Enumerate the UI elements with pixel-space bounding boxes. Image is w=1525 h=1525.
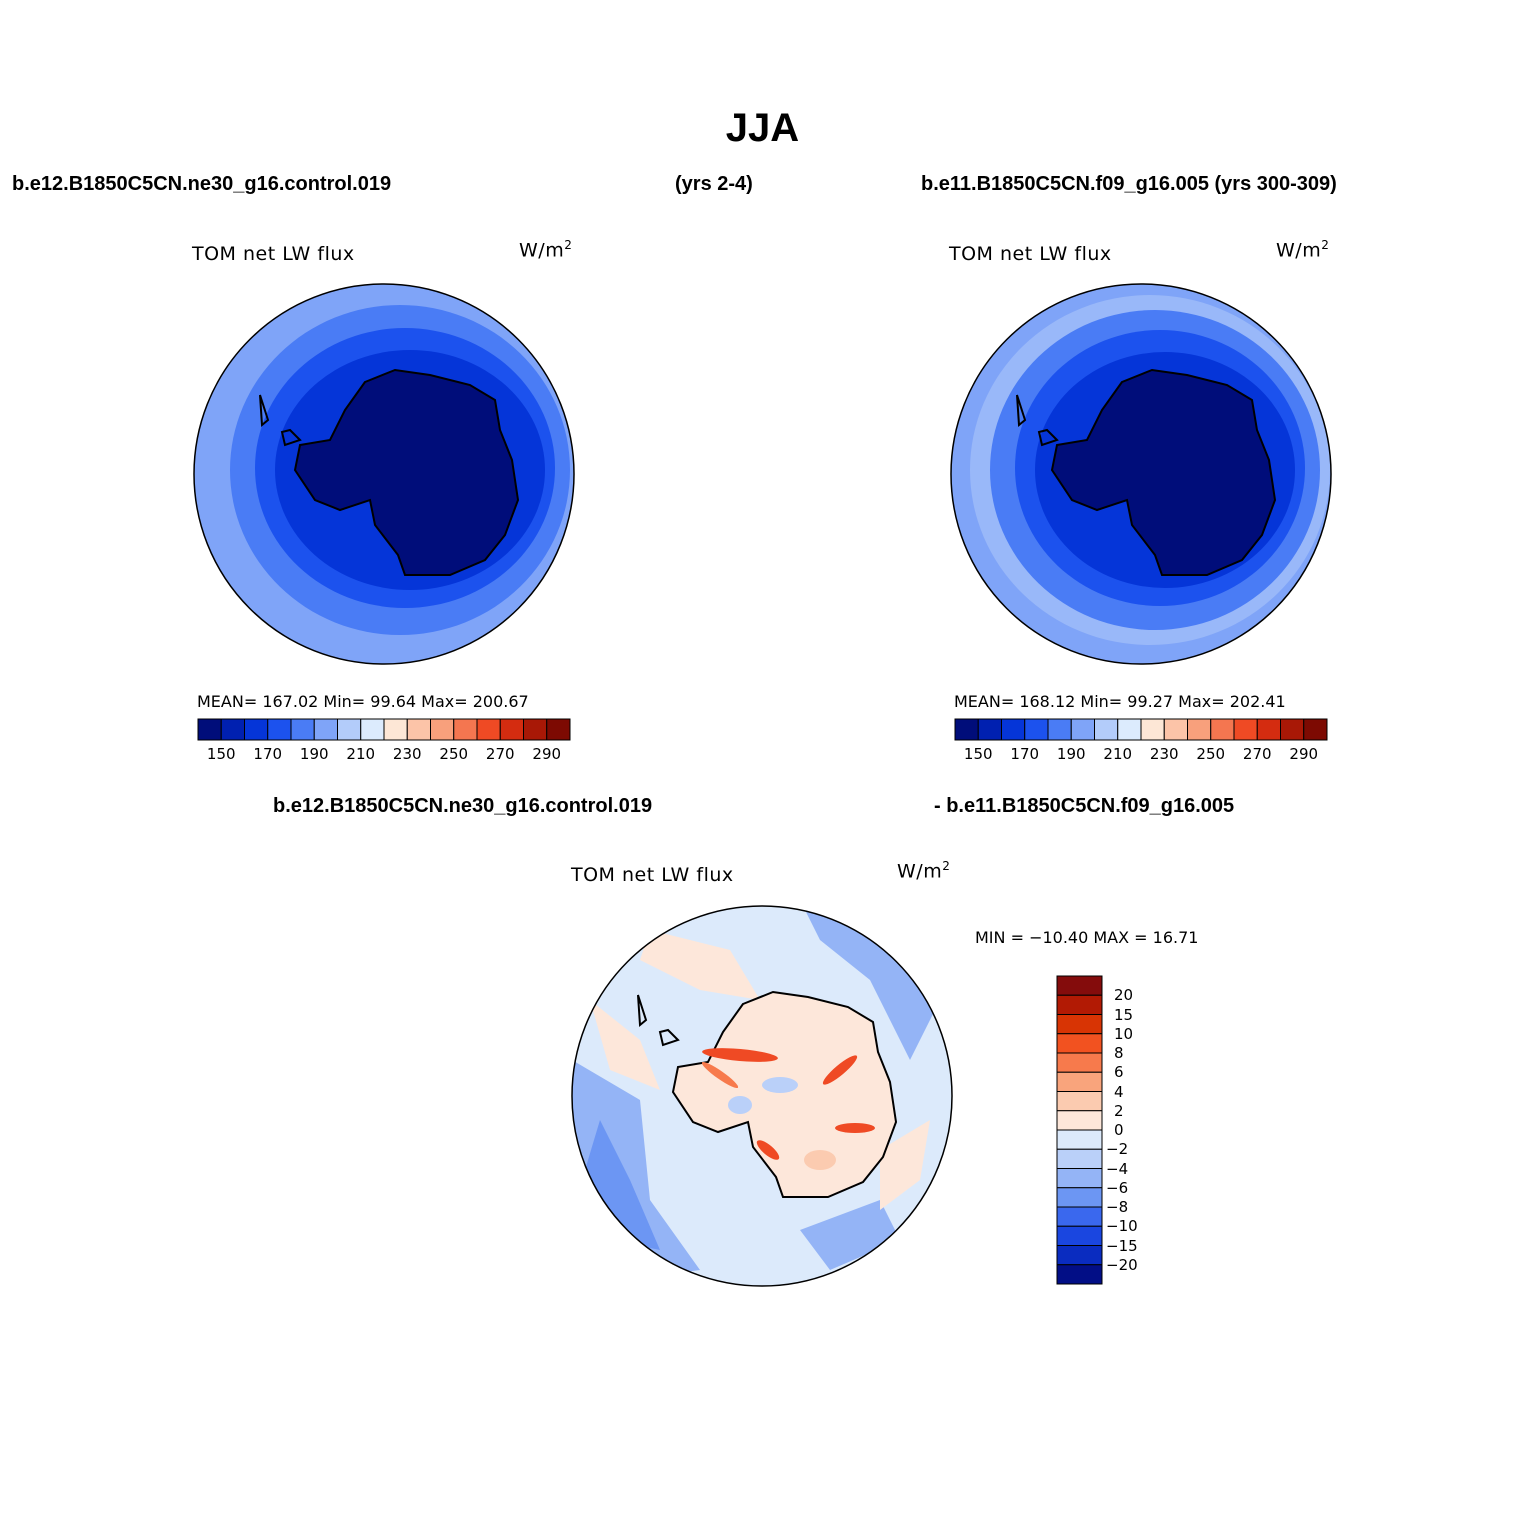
diff-left-header: b.e12.B1850C5CN.ne30_g16.control.019 — [273, 795, 653, 817]
panel1-colorbar-tick-label: 210 — [346, 745, 376, 763]
panel2-antarctica — [1050, 368, 1277, 576]
diff-colorbar-tick-label: 0 — [1114, 1121, 1124, 1139]
panel1-colorbar-tick-label: 270 — [485, 745, 515, 763]
panel1-units-exp: 2 — [564, 238, 573, 252]
diff-colorbar — [1056, 975, 1103, 1285]
diff-antarctica — [671, 990, 898, 1198]
diff-units: W/m2 — [897, 859, 950, 882]
diff-colorbar-tick-label: −8 — [1106, 1198, 1129, 1216]
diff-right-header: - b.e11.B1850C5CN.f09_g16.005 — [934, 795, 1235, 817]
diff-colorbar-tick-label: 2 — [1114, 1101, 1124, 1120]
panel2-units-base: W/m — [1276, 239, 1322, 262]
panel1-colorbar-swatch — [546, 718, 571, 741]
diff-colorbar-swatch — [1056, 1245, 1103, 1266]
diff-colorbar-swatch — [1056, 1110, 1103, 1131]
panel1-colorbar-tick-label: 170 — [253, 745, 283, 763]
diff-colorbar-swatch — [1056, 1264, 1103, 1285]
diff-units-exp: 2 — [942, 859, 951, 873]
case1-header: b.e12.B1850C5CN.ne30_g16.control.019 — [12, 173, 392, 195]
diff-colorbar-swatch — [1056, 1187, 1103, 1208]
diff-colorbar-swatch — [1056, 1168, 1103, 1189]
panel1-colorbar-tick-label: 230 — [392, 745, 422, 763]
diff-colorbar-swatch — [1056, 1206, 1103, 1227]
panel2-units: W/m2 — [1276, 238, 1329, 261]
panel1-colorbar — [197, 718, 571, 741]
diff-colorbar-tick-label: 4 — [1114, 1082, 1124, 1101]
diff-colorbar-tick-label: −4 — [1106, 1159, 1129, 1178]
diff-stats: MIN = −10.40 MAX = 16.71 — [975, 928, 1199, 947]
diff-colorbar-tick-label: −15 — [1106, 1236, 1138, 1255]
panel2-colorbar-tick-label: 150 — [963, 745, 993, 763]
case2-header: b.e11.B1850C5CN.f09_g16.005 (yrs 300-309… — [921, 173, 1337, 195]
panel2-colorbar-tick-label: 190 — [1056, 745, 1086, 763]
panel2-units-exp: 2 — [1321, 238, 1330, 252]
diff-colorbar-swatch — [1056, 1014, 1103, 1035]
diff-colorbar-swatch — [1056, 1071, 1103, 1092]
panel2-colorbar-swatch — [1303, 718, 1328, 741]
panel1-units: W/m2 — [519, 238, 572, 261]
diff-colorbar-tick-label: −10 — [1106, 1217, 1138, 1236]
panel2-colorbar-tick-label: 290 — [1289, 745, 1319, 763]
diff-colorbar-swatch — [1056, 1225, 1103, 1246]
diff-colorbar-swatch — [1056, 1148, 1103, 1169]
panel1-antarctica — [293, 368, 520, 576]
diff-colorbar-swatch — [1056, 994, 1103, 1015]
panel1-stats: MEAN= 167.02 Min= 99.64 Max= 200.67 — [197, 692, 529, 711]
diff-colorbar-tick-label: 15 — [1114, 1005, 1134, 1024]
diff-colorbar-swatch — [1056, 1033, 1103, 1054]
diff-variable-label: TOM net LW flux — [571, 864, 734, 886]
panel2-colorbar-tick-label: 170 — [1010, 745, 1040, 763]
panel1-colorbar-tick-label: 150 — [206, 745, 236, 763]
panel2-colorbar-tick-label: 230 — [1149, 745, 1179, 763]
diff-colorbar-swatch — [1056, 975, 1103, 996]
panel2-stats: MEAN= 168.12 Min= 99.27 Max= 202.41 — [954, 692, 1286, 711]
years-header: (yrs 2-4) — [675, 173, 753, 195]
panel1-colorbar-tick-label: 290 — [532, 745, 562, 763]
diff-colorbar-swatch — [1056, 1052, 1103, 1073]
panel2-colorbar-tick-label: 250 — [1196, 745, 1226, 763]
diff-colorbar-tick-label: 8 — [1114, 1044, 1124, 1062]
diff-colorbar-tick-label: −2 — [1106, 1140, 1129, 1159]
panel2-variable-label: TOM net LW flux — [949, 243, 1112, 265]
diff-colorbar-tick-label: 20 — [1114, 986, 1134, 1005]
diff-colorbar-tick-label: −20 — [1106, 1255, 1138, 1274]
diff-colorbar-tick-label: 6 — [1114, 1063, 1124, 1082]
panel1-variable-label: TOM net LW flux — [192, 243, 355, 265]
panel1-colorbar-tick-label: 190 — [299, 745, 329, 763]
panel1-units-base: W/m — [519, 239, 565, 262]
figure-title: JJA — [725, 106, 800, 150]
panel2-colorbar — [954, 718, 1328, 741]
diff-colorbar-tick-label: 10 — [1114, 1024, 1134, 1043]
panel2-colorbar-tick-label: 270 — [1242, 745, 1272, 763]
diff-colorbar-swatch — [1056, 1091, 1103, 1112]
diff-colorbar-swatch — [1056, 1129, 1103, 1150]
diff-units-base: W/m — [897, 860, 943, 883]
panel2-colorbar-tick-label: 210 — [1103, 745, 1133, 763]
panel1-colorbar-tick-label: 250 — [439, 745, 469, 763]
diff-colorbar-tick-label: −6 — [1106, 1178, 1129, 1197]
